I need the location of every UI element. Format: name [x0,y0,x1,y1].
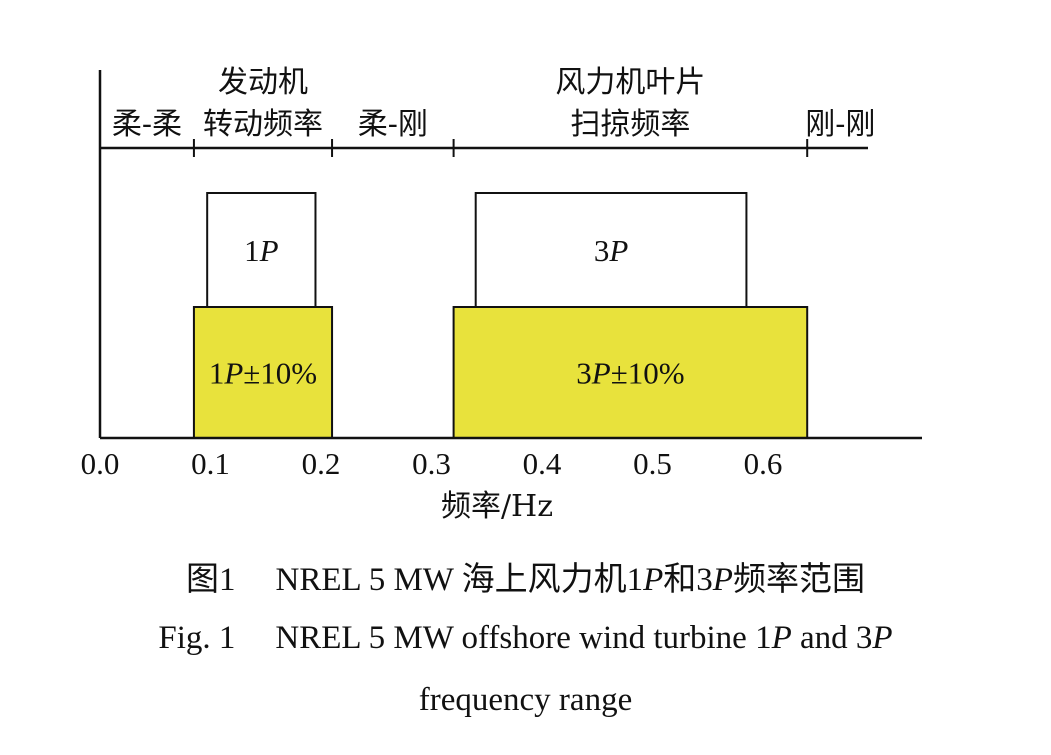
x-tick-label-3: 0.3 [412,446,451,481]
caption-cn-p1: P [643,562,664,598]
region-label-2: 刚-刚 [805,107,875,142]
caption-en-p1: P [771,620,792,656]
bar-3P-upper [474,192,748,308]
region-label-1: 柔-刚 [358,107,428,142]
band-label-line1-1: 风力机叶片 [555,65,705,100]
bar-label-1: 1P±10% [209,356,317,391]
bar-label-0: 1P [244,233,279,268]
caption-cn-part-b: 1 [626,562,644,598]
x-axis-label: 频率/Hz [441,489,553,524]
caption-cn-p2: P [712,562,733,598]
bar-3P10-lower [452,306,809,439]
caption-en-part-b: and 3 [791,620,873,656]
caption-en-prefix: Fig. 1 [158,620,236,656]
band-label-line2-0: 转动频率 [203,107,323,142]
bar-1P10-lower [192,306,334,439]
x-tick-label-4: 0.4 [523,446,562,481]
caption-chinese: 图1 NREL 5 MW 海上风力机1P和3P频率范围 [0,552,1051,600]
x-tick-label-0: 0.0 [81,446,120,481]
caption-cn-part-e: 频率范围 [732,562,865,598]
caption-cn-part-c: 和 [663,562,697,598]
bar-1P-upper [206,192,317,308]
region-label-0: 柔-柔 [112,107,182,142]
caption-cn-prefix: 图1 [186,562,236,598]
caption-en-p2: P [872,620,893,656]
bar-label-3: 3P±10% [576,356,684,391]
caption-english-line2: frequency range [0,682,1051,719]
x-tick-label-2: 0.2 [302,446,341,481]
band-label-line2-1: 扫掠频率 [570,107,690,142]
x-tick-label-1: 0.1 [191,446,230,481]
caption-en-part-a: NREL 5 MW offshore wind turbine 1 [275,620,772,656]
x-tick-label-6: 0.6 [744,446,783,481]
bar-label-2: 3P [594,233,629,268]
band-label-line1-0: 发动机 [218,65,308,100]
caption-english-line1: Fig. 1 NREL 5 MW offshore wind turbine 1P… [0,620,1051,657]
caption-cn-part-d: 3 [696,562,713,598]
caption-cn-part-a: NREL 5 MW 海上风力机 [275,562,627,598]
x-tick-label-5: 0.5 [633,446,672,481]
caption-en-part-c: frequency range [418,682,633,718]
